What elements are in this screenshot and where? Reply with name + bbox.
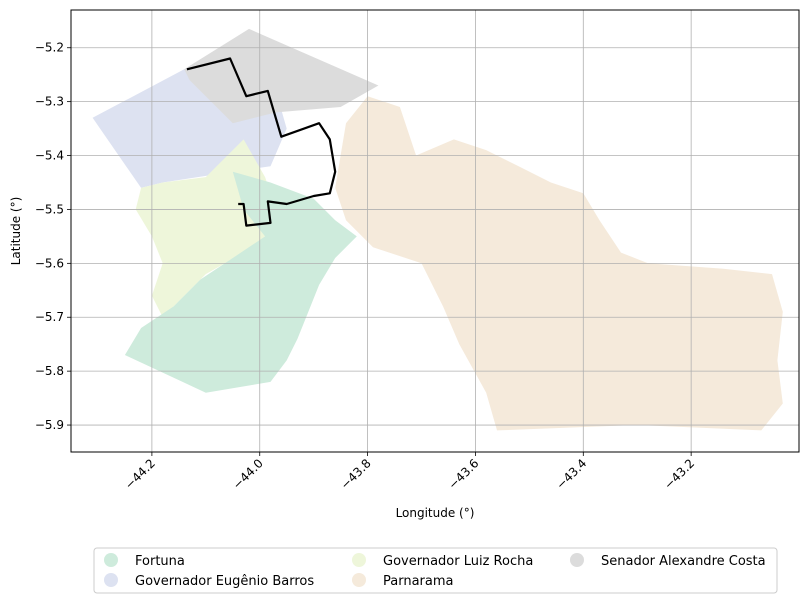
x-tick-label: −43.2 — [661, 456, 697, 492]
legend-label-parnarama: Parnarama — [383, 574, 453, 589]
x-tick-label: −43.6 — [446, 456, 482, 492]
y-tick-label: −5.2 — [35, 41, 64, 55]
legend-label-fortuna: Fortuna — [135, 554, 185, 569]
y-axis-title: Latitude (°) — [9, 197, 23, 266]
boundary-outline — [186, 57, 337, 227]
y-tick-label: −5.6 — [35, 256, 64, 270]
y-tick-label: −5.4 — [35, 149, 64, 163]
x-tick-label: −44.2 — [122, 456, 158, 492]
grid-layer — [71, 10, 799, 452]
axes-frame — [70, 9, 800, 453]
x-tick-label: −43.8 — [338, 456, 374, 492]
regions-layer — [92, 28, 783, 431]
legend-marker-governador-luiz-rocha — [352, 553, 366, 567]
y-tick-label: −5.8 — [35, 364, 64, 378]
legend-marker-senador-alexandre-costa — [570, 553, 584, 567]
y-tick-label: −5.7 — [35, 310, 64, 324]
legend-label-governador-eugenio-barros: Governador Eugênio Barros — [135, 574, 314, 589]
legend: Fortuna Governador Eugênio Barros Governad… — [93, 547, 778, 594]
y-tick-label: −5.3 — [35, 95, 64, 109]
legend-label-governador-luiz-rocha: Governador Luiz Rocha — [383, 554, 533, 569]
y-tick-label: −5.5 — [35, 202, 64, 216]
legend-label-senador-alexandre-costa: Senador Alexandre Costa — [601, 554, 766, 569]
x-axis-ticks: −44.2 −44.0 −43.8 −43.6 −43.4 −43.2 — [122, 452, 697, 492]
legend-marker-fortuna — [104, 553, 118, 567]
region-fortuna — [124, 171, 357, 393]
x-axis-title: Longitude (°) — [396, 506, 475, 520]
legend-marker-governador-eugenio-barros — [104, 573, 118, 587]
outline-layer — [186, 57, 337, 227]
x-tick-label: −44.0 — [230, 456, 266, 492]
region-senador-alexandre-costa — [184, 28, 379, 124]
legend-marker-parnarama — [352, 573, 366, 587]
y-axis-ticks: −5.2 −5.3 −5.4 −5.5 −5.6 −5.7 −5.8 −5.9 — [35, 41, 71, 432]
y-tick-label: −5.9 — [35, 418, 64, 432]
legend-box — [93, 547, 778, 594]
x-tick-label: −43.4 — [554, 456, 590, 492]
